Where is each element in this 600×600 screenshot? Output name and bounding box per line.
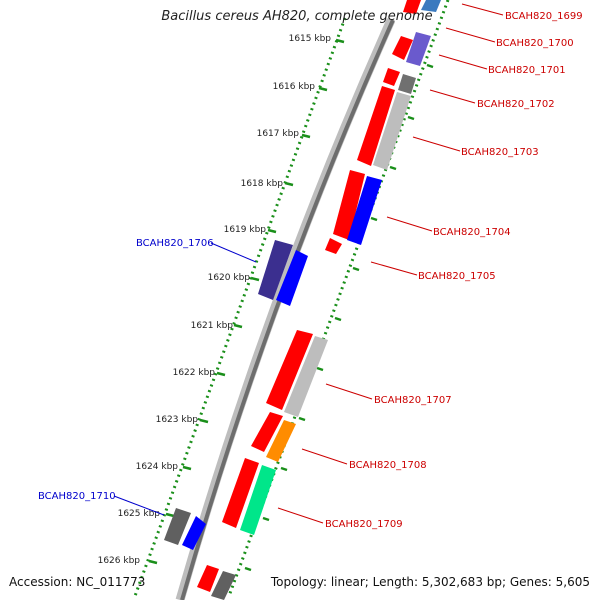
gene-feature[interactable]: [240, 465, 276, 535]
gene-feature[interactable]: [258, 240, 293, 300]
gene-label[interactable]: BCAH820_1701: [488, 65, 566, 76]
gene-feature[interactable]: [222, 458, 259, 528]
gene-feature[interactable]: [383, 68, 400, 86]
gene-feature[interactable]: [392, 36, 413, 60]
gene-feature[interactable]: [347, 176, 382, 245]
gene-label[interactable]: BCAH820_1707: [374, 395, 452, 406]
ruler-label: 1625 kbp: [118, 509, 161, 519]
ruler-label: 1622 kbp: [173, 368, 216, 378]
accession-label: Accession: NC_011773: [9, 575, 146, 589]
gene-label[interactable]: BCAH820_1709: [325, 519, 403, 530]
gene-feature[interactable]: [406, 32, 431, 66]
gene-feature[interactable]: [333, 170, 365, 240]
ruler-ticks: [148, 38, 345, 565]
gene-feature[interactable]: [373, 92, 411, 170]
gene-feature[interactable]: [251, 412, 283, 452]
gene-feature[interactable]: [164, 508, 191, 545]
ruler-label: 1615 kbp: [289, 34, 332, 44]
gene-feature[interactable]: [325, 238, 342, 254]
gene-label[interactable]: BCAH820_1710: [38, 491, 116, 502]
gene-feature[interactable]: [276, 250, 308, 306]
backbone: [175, 18, 396, 600]
gene-feature[interactable]: [266, 330, 313, 410]
label-leaders: [113, 3, 504, 524]
ruler-label: 1616 kbp: [273, 82, 316, 92]
ruler-label: 1621 kbp: [191, 321, 234, 331]
gene-label[interactable]: BCAH820_1700: [496, 38, 574, 49]
ruler-label: 1626 kbp: [98, 556, 141, 566]
ruler-label: 1620 kbp: [208, 273, 251, 283]
gene-feature[interactable]: [284, 336, 328, 417]
gene-feature[interactable]: [182, 516, 206, 550]
gene-features: [164, 0, 441, 600]
gene-feature[interactable]: [266, 420, 296, 462]
ruler-label: 1624 kbp: [136, 462, 179, 472]
gene-feature[interactable]: [197, 565, 219, 592]
gene-feature[interactable]: [211, 571, 236, 600]
gene-feature[interactable]: [398, 74, 416, 94]
ruler-label: 1618 kbp: [241, 179, 284, 189]
gene-feature[interactable]: [357, 86, 395, 166]
ruler-label: 1619 kbp: [224, 225, 267, 235]
ruler-label: 1623 kbp: [156, 415, 199, 425]
map-title: Bacillus cereus AH820, complete genome: [0, 9, 600, 24]
summary-label: Topology: linear; Length: 5,302,683 bp; …: [270, 575, 590, 589]
gene-label[interactable]: BCAH820_1699: [505, 11, 583, 22]
gene-label[interactable]: BCAH820_1702: [477, 99, 555, 110]
gene-label[interactable]: BCAH820_1704: [433, 227, 511, 238]
gene-label[interactable]: BCAH820_1705: [418, 271, 496, 282]
gene-label[interactable]: BCAH820_1703: [461, 147, 539, 158]
gene-feature[interactable]: [421, 0, 441, 12]
ruler-ticks-inner: [244, 63, 434, 572]
gene-label[interactable]: BCAH820_1706: [136, 238, 214, 249]
gene-feature[interactable]: [403, 0, 421, 14]
ruler-label: 1617 kbp: [257, 129, 300, 139]
gene-label[interactable]: BCAH820_1708: [349, 460, 427, 471]
map-title-text: Bacillus cereus AH820, complete genome: [161, 9, 433, 24]
